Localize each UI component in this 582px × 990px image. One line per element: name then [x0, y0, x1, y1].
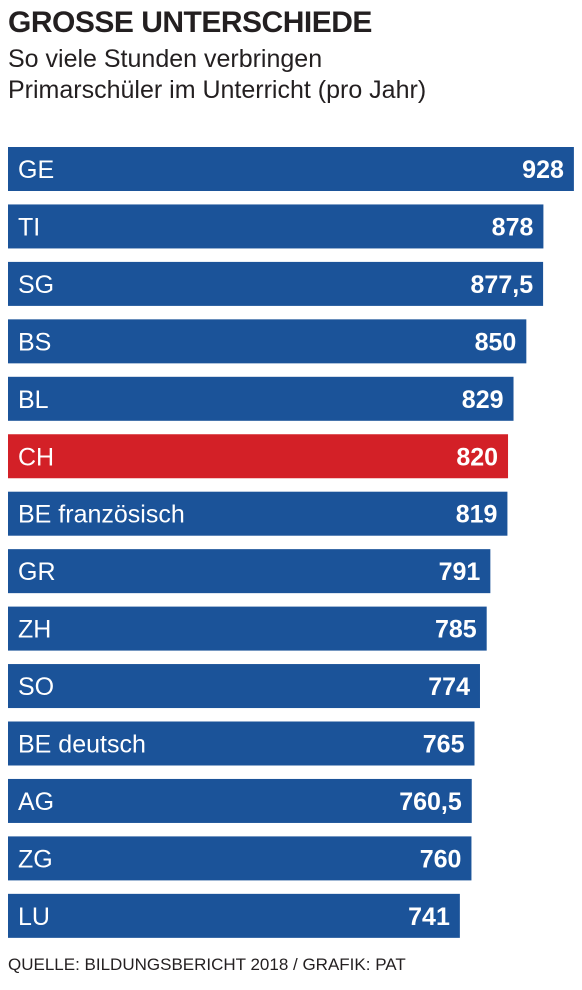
value-label: 774	[428, 673, 470, 701]
bar-group-11: AG 760,5	[8, 778, 472, 823]
bar-group-13: LU 741	[8, 893, 460, 938]
subtitle-line-1: So viele Stunden verbringen	[8, 45, 323, 73]
value-label: 791	[439, 558, 481, 586]
category-label: BE französisch	[18, 501, 185, 529]
category-label: TI	[18, 213, 40, 241]
value-label: 760	[420, 845, 462, 873]
category-label: CH	[18, 443, 54, 471]
chart-title: GROSSE UNTERSCHIEDE	[8, 6, 372, 39]
bar	[8, 491, 508, 536]
category-label: SO	[18, 673, 54, 701]
category-label: BE deutsch	[18, 731, 146, 759]
value-label: 928	[522, 156, 564, 184]
subtitle-line-2: Primarschüler im Unterricht (pro Jahr)	[8, 76, 427, 104]
category-label: GE	[18, 156, 54, 184]
category-label: ZG	[18, 845, 53, 873]
bar-group-0: GE 928	[8, 147, 574, 191]
bar-group-2: SG 877,5	[8, 261, 544, 306]
bar	[8, 147, 574, 191]
value-label: 878	[492, 213, 534, 241]
category-label: ZH	[18, 616, 51, 644]
bar	[8, 836, 472, 881]
category-label: GR	[18, 558, 56, 586]
category-label: SG	[18, 271, 54, 299]
category-label: AG	[18, 788, 54, 816]
value-label: 741	[408, 903, 450, 931]
bar-group-1: TI 878	[8, 204, 544, 249]
category-label: BL	[18, 386, 49, 414]
source-note: QUELLE: BILDUNGSBERICHT 2018 / GRAFIK: P…	[8, 955, 406, 974]
bar	[8, 778, 472, 823]
bar-group-7: GR 791	[8, 549, 491, 594]
value-label: 765	[423, 731, 465, 759]
bar-group-12: ZG 760	[8, 836, 472, 881]
bar-group-4: BL 829	[8, 376, 514, 421]
bar	[8, 606, 487, 651]
bar	[8, 261, 544, 306]
bar-group-3: BS 850	[8, 319, 527, 364]
category-label: LU	[18, 903, 50, 931]
value-label: 850	[475, 328, 517, 356]
bar	[8, 319, 527, 364]
bar-group-8: ZH 785	[8, 606, 487, 651]
chart-subtitle: So viele Stunden verbringen Primarschüle…	[8, 44, 568, 106]
value-label: 820	[456, 443, 498, 471]
value-label: 829	[462, 386, 504, 414]
value-label: 877,5	[471, 271, 534, 299]
bar-group-6: BE französisch 819	[8, 491, 508, 536]
bar	[8, 664, 480, 709]
bar-highlight	[8, 434, 509, 479]
bar-group-9: SO 774	[8, 664, 480, 709]
bar	[8, 204, 544, 249]
bar	[8, 376, 514, 421]
value-label: 785	[435, 616, 477, 644]
bar	[8, 893, 460, 938]
bar-group-5: CH 820	[8, 434, 509, 479]
value-label: 819	[456, 501, 498, 529]
bar	[8, 549, 491, 594]
bar	[8, 721, 475, 766]
bar-group-10: BE deutsch 765	[8, 721, 475, 766]
value-label: 760,5	[399, 788, 462, 816]
category-label: BS	[18, 328, 51, 356]
